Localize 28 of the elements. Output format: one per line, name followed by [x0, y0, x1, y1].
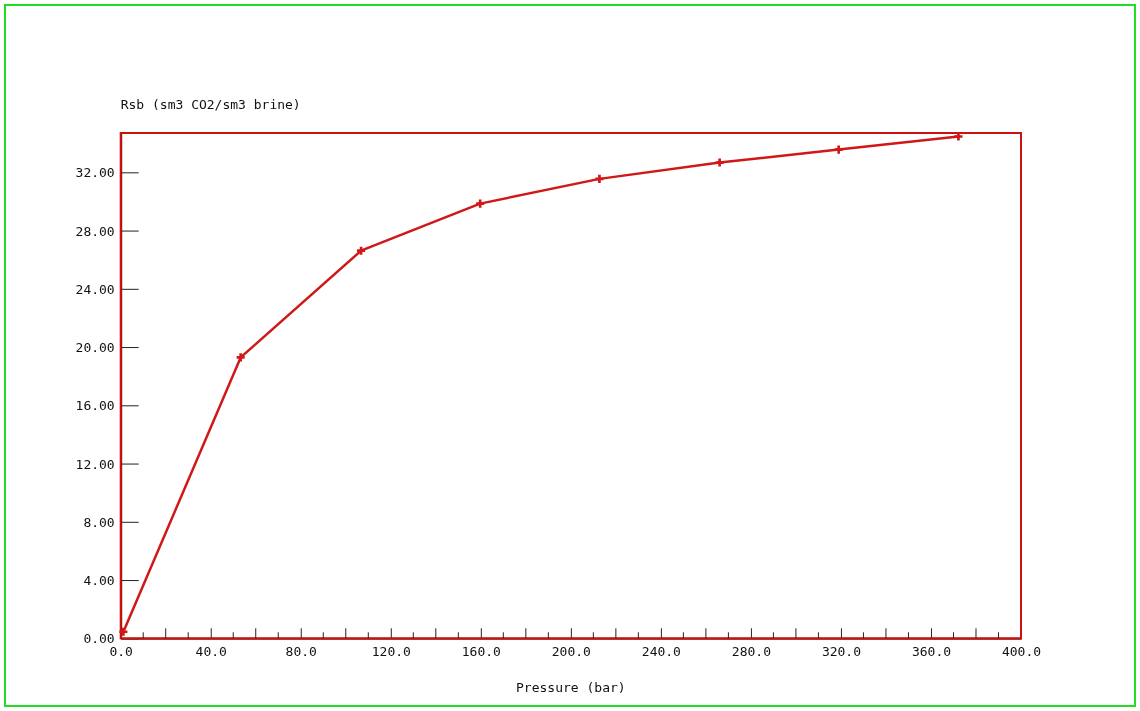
point [357, 246, 366, 255]
x-axis-title: Pressure (bar) [516, 680, 626, 695]
point [119, 627, 128, 636]
y-tick-label: 20.00 [75, 340, 115, 356]
point [476, 199, 485, 208]
y-tick-label: 28.00 [75, 223, 115, 239]
point [954, 132, 963, 141]
y-tick-label: 24.00 [75, 281, 115, 297]
x-tick-label: 320.0 [821, 643, 862, 659]
y-tick-label: 16.00 [75, 398, 115, 414]
y-tick-label: 8.00 [83, 514, 115, 530]
y-tick-label: 4.00 [83, 573, 115, 589]
x-tick-label: 120.0 [371, 643, 411, 659]
x-tick-label: 160.0 [461, 643, 501, 659]
x-tick-label: 80.0 [285, 643, 317, 659]
point [236, 353, 245, 362]
x-tick-label: 360.0 [911, 643, 952, 659]
y-tick-label: 32.00 [75, 165, 115, 181]
x-tick-label: 400.0 [1001, 643, 1042, 659]
point [595, 174, 604, 183]
y-tick-label: 12.00 [75, 456, 115, 472]
x-tick-label: 240.0 [641, 643, 681, 659]
point [715, 158, 724, 167]
x-tick-label: 280.0 [731, 643, 771, 659]
point [834, 145, 843, 154]
x-tick-label: 40.0 [195, 643, 227, 659]
y-axis-title: Rsb (sm3 CO2/sm3 brine) [120, 97, 301, 112]
x-tick-label: 200.0 [551, 643, 591, 659]
